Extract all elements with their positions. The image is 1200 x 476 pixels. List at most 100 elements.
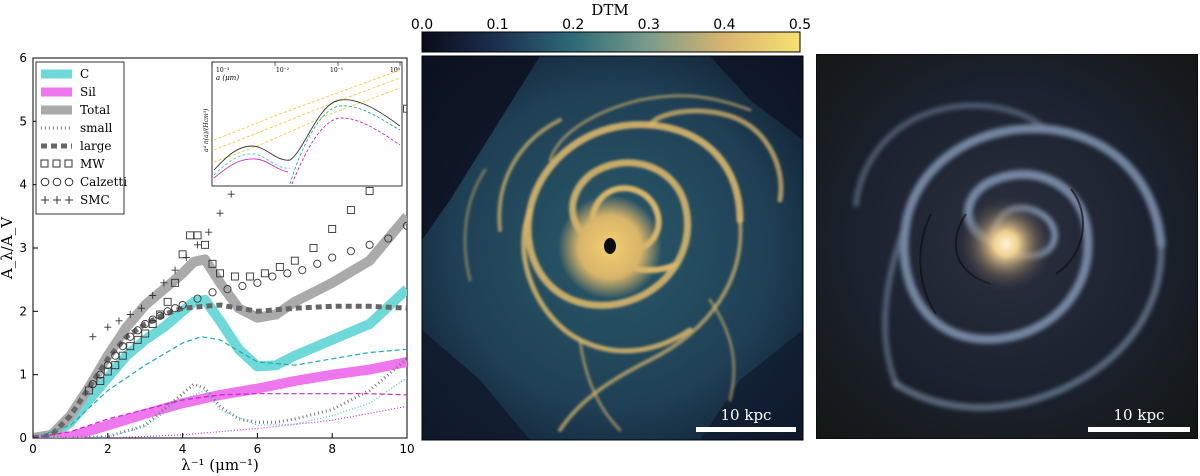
inset-xtick-3: 10⁻¹: [330, 67, 343, 74]
galaxy-scalebar-label: 10 kpc: [1114, 406, 1165, 424]
inset-curve-total: [213, 99, 401, 171]
marker-mw: [103, 367, 112, 376]
legend-label-mw: MW: [80, 157, 105, 171]
x-axis-label: λ⁻¹ (μm⁻¹): [181, 456, 259, 474]
marker-mw: [163, 297, 172, 306]
marker-mw: [186, 231, 195, 240]
marker-calzetti: [346, 247, 355, 256]
marker-calzetti: [156, 311, 165, 320]
inset-curve-c-large: [289, 105, 401, 185]
colorbar-ticks: 0.0 0.1 0.2 0.3 0.4 0.5: [411, 17, 810, 33]
marker-calzetti: [208, 288, 217, 297]
marker-smc: [171, 266, 179, 274]
colorbar-tick-label: 0.5: [789, 17, 810, 33]
marker-mw: [290, 256, 299, 265]
colorbar-tick-label: 0.2: [562, 17, 584, 33]
inset-xtick-2: 10⁻²: [276, 67, 290, 74]
colorbar-tick-label: 0.3: [638, 17, 660, 33]
series-line-sil-small: [33, 405, 407, 438]
marker-smc: [205, 228, 213, 236]
marker-calzetti: [268, 272, 277, 281]
marker-calzetti: [328, 253, 337, 262]
marker-mw: [309, 244, 318, 252]
x-tick-label: 2: [104, 442, 112, 456]
marker-mw: [193, 231, 202, 240]
marker-mw: [216, 269, 224, 278]
marker-mw: [365, 187, 374, 195]
marker-calzetti: [103, 361, 112, 370]
marker-mw: [208, 259, 217, 268]
marker-mw: [403, 104, 407, 113]
extinction-curve-plot: 0 2 4 6 8 10 0 1 2 3 4 5 6 C Sil Total small large M…: [0, 51, 415, 474]
inset-curve-a: [213, 87, 401, 163]
marker-mw: [245, 272, 254, 281]
inset-ylabel: a⁴ n(a)/(Hcm³): [203, 108, 210, 152]
marker-mw: [85, 386, 94, 395]
marker-mw: [260, 269, 269, 278]
marker-mw: [96, 377, 105, 385]
colorbar: [421, 31, 801, 53]
marker-mw: [201, 240, 209, 249]
inset-xtick-4: 10⁰: [390, 67, 401, 74]
marker-calzetti: [178, 300, 187, 310]
marker-smc: [149, 292, 157, 299]
inset-curve-sil-small: [213, 158, 289, 179]
y-tick-label: 0: [19, 431, 27, 445]
inset-curve-c: [213, 69, 401, 141]
colorbar-tick-label: 0.4: [713, 17, 735, 33]
marker-calzetti: [133, 326, 142, 335]
marker-calzetti: [283, 269, 292, 278]
galaxy-image: 10 kpc: [816, 54, 1198, 439]
marker-calzetti: [238, 281, 247, 291]
inset-curve-sil-large: [291, 117, 401, 185]
legend-swatch-calzetti: [40, 177, 74, 187]
colorbar-tick-label: 0.0: [411, 17, 433, 33]
series-line-c-large: [33, 336, 407, 438]
marker-calzetti: [141, 319, 150, 329]
legend-label-smc: SMC: [80, 193, 110, 207]
series-line-c-small: [33, 377, 407, 438]
x-tick-label: 6: [254, 442, 262, 456]
colorbar-label: DTM: [591, 1, 628, 19]
y-tick-label: 1: [19, 368, 27, 382]
legend-label-sil: Sil: [80, 85, 96, 99]
legend-label-calzetti: Calzetti: [80, 175, 127, 189]
legend-label-total: Total: [80, 103, 110, 117]
inset-size-distribution: 10⁻³ 10⁻² 10⁻¹ 10⁰ a (μm) a⁴ n(a)/(Hcm³): [203, 61, 403, 187]
y-tick-label: 5: [19, 114, 27, 128]
colorbar-tick-label: 0.1: [486, 17, 508, 33]
marker-calzetti: [171, 304, 180, 313]
galaxy-bulge: [958, 196, 1054, 292]
marker-smc: [194, 241, 202, 249]
series-line-large: [33, 302, 407, 438]
series-line-c: [33, 285, 407, 438]
marker-calzetti: [111, 351, 120, 360]
inset-xtick-1: 10⁻³: [216, 67, 230, 74]
marker-mw: [141, 329, 150, 338]
y-tick-label: 2: [19, 304, 27, 318]
marker-calzetti: [118, 342, 127, 351]
dtm-map-center: [604, 238, 616, 254]
marker-calzetti: [298, 266, 307, 275]
marker-mw: [171, 278, 180, 287]
dtm-scalebar: [696, 427, 796, 432]
legend-label-large: large: [80, 139, 112, 153]
dtm-scalebar-label: 10 kpc: [721, 406, 772, 424]
y-axis-label: A_λ/A_V: [0, 216, 16, 280]
galaxy-scalebar: [1088, 427, 1190, 432]
marker-calzetti: [402, 221, 407, 230]
legend-label-small: small: [80, 121, 113, 135]
y-tick-label: 4: [19, 178, 27, 192]
legend-swatch-smc: [41, 196, 73, 204]
inset-curve-c-small: [213, 153, 291, 176]
marker-smc: [104, 323, 112, 331]
legend-label-c: C: [80, 67, 89, 81]
x-tick-label: 8: [328, 442, 336, 456]
marker-smc: [89, 333, 97, 341]
inset-xlabel: a (μm): [216, 74, 239, 82]
marker-smc: [160, 279, 168, 287]
marker-smc: [137, 304, 145, 312]
marker-calzetti: [126, 332, 135, 341]
legend-swatch-mw: [40, 159, 73, 168]
dtm-map: [421, 55, 804, 441]
